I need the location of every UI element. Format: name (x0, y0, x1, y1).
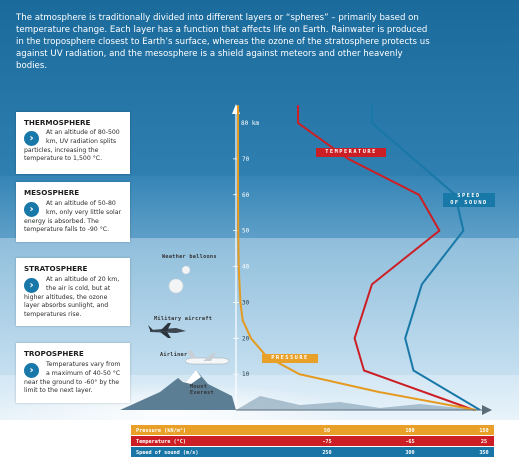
intro-text: The atmosphere is traditionally divided … (16, 13, 430, 71)
card-title: TROPOSPHERE (24, 349, 84, 358)
pressure-line (237, 105, 477, 411)
card-text: At an altitude of 20 km, the air is cold… (24, 276, 120, 319)
chevron-right-icon: › (24, 202, 39, 217)
mountain-icon (120, 370, 480, 410)
pressure-bar (131, 425, 494, 435)
chevron-right-icon: › (24, 278, 39, 293)
card-text: Temperatures vary from a maximum of 40-5… (24, 361, 121, 395)
bottom-axis-tick: 100 (405, 428, 414, 434)
bottom-axis-tick: -65 (405, 439, 414, 445)
chevron-right-icon: › (24, 363, 39, 378)
bottom-axis-tick: 250 (322, 450, 331, 456)
bottom-axis-tick: 50 (324, 428, 330, 434)
card-title: MESOSPHERE (24, 188, 80, 197)
weather-balloon-icon (181, 265, 191, 275)
y-axis-ticks: 80 km 70 60 50 40 30 20 10 (233, 120, 259, 378)
weather-balloon-icon (168, 278, 184, 300)
bottom-axis-tick: 300 (405, 450, 414, 456)
bottom-axis-label: Pressure (kN/m²) (136, 428, 186, 434)
military-aircraft-label: Military aircraft (154, 316, 213, 322)
y-tick-label: 40 (242, 264, 250, 271)
speed-bar (131, 447, 494, 457)
bottom-axis-label: Speed of sound (m/s) (136, 450, 198, 456)
temperature-tag: TEMPERATURE (316, 148, 386, 157)
speed-of-sound-line (371, 105, 481, 411)
airliner-icon (184, 351, 230, 365)
y-tick-label-top: 80 km (241, 120, 259, 127)
y-tick-label: 70 (242, 156, 250, 163)
temperature-line (297, 105, 475, 411)
bottom-axes-labels: Pressure (kN/m²) 50 100 150 Temperature (°C)… (136, 428, 489, 456)
card-mesosphere: MESOSPHERE › At an altitude of 50-80 km,… (16, 182, 130, 242)
card-title: THERMOSPHERE (24, 118, 91, 127)
card-text: At an altitude of 80-500 km, UV radiatio… (24, 129, 120, 163)
y-tick-label: 50 (242, 228, 250, 235)
speed-of-sound-tag: SPEED OF SOUND (443, 193, 495, 207)
card-stratosphere: STRATOSPHERE › At an altitude of 20 km, … (16, 258, 130, 326)
temperature-bar (131, 436, 494, 446)
y-tick-label: 60 (242, 192, 250, 199)
x-axis-arrow-icon (482, 405, 492, 415)
chevron-right-icon: › (24, 131, 39, 146)
mount-everest-label: Mount Everest (190, 384, 214, 396)
military-aircraft-icon (148, 323, 186, 338)
bottom-axis-tick: 25 (481, 439, 487, 445)
card-text: At an altitude of 50-80 km, only very li… (24, 200, 122, 234)
bottom-axis-label: Temperature (°C) (136, 439, 186, 445)
bottom-axis-tick: -75 (322, 439, 331, 445)
card-thermosphere: THERMOSPHERE › At an altitude of 80-500 … (16, 112, 130, 174)
weather-balloons-label: Weather balloons (162, 254, 217, 260)
bottom-axis-tick: 150 (479, 428, 488, 434)
card-troposphere: TROPOSPHERE › Temperatures vary from a m… (16, 343, 130, 403)
y-tick-label: 20 (242, 335, 250, 342)
bottom-axis-tick: 350 (479, 450, 488, 456)
y-tick-label: 10 (242, 371, 250, 378)
y-tick-label: 30 (242, 299, 250, 306)
pressure-tag: PRESSURE (262, 354, 318, 363)
airliner-label: Airliner (160, 352, 188, 358)
card-title: STRATOSPHERE (24, 264, 88, 273)
